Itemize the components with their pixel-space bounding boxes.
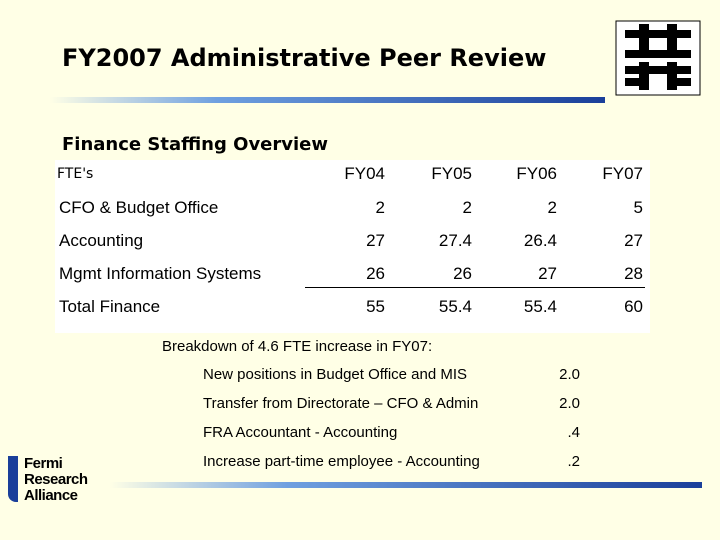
breakdown-label: New positions in Budget Office and MIS: [203, 366, 468, 383]
table-cell: 2: [462, 198, 472, 217]
breakdown-label: FRA Accountant - Accounting: [203, 424, 398, 441]
table-cell: 55.4: [438, 297, 472, 316]
table-cell: 55.4: [523, 297, 557, 316]
breakdown-heading: Breakdown of 4.6 FTE increase in FY07:: [162, 338, 433, 355]
row-label: CFO & Budget Office: [59, 198, 219, 217]
table-cell: 28: [624, 264, 643, 283]
table-cell: 55: [366, 297, 385, 316]
footer-rule: [110, 482, 702, 488]
fermilab-logo: [615, 20, 701, 96]
footer-logo: Fermi Research Alliance: [24, 456, 88, 504]
breakdown-value: 2.0: [559, 395, 580, 412]
table-cell: 26: [453, 264, 472, 283]
table-cell: 27: [538, 264, 557, 283]
column-header: FY07: [602, 164, 643, 183]
footer-logo-text: Research: [24, 471, 88, 488]
breakdown-label: Increase part-time employee - Accounting: [203, 453, 480, 470]
table-cell: 26.4: [523, 231, 557, 250]
table-cell: 2: [547, 198, 557, 217]
table-cell: 26: [366, 264, 385, 283]
footer-logo-text: Alliance: [24, 487, 78, 504]
staffing-table: FTE's FY04 FY05 FY06 FY07 CFO & Budget Office…: [55, 160, 650, 333]
breakdown-value: 2.0: [559, 366, 580, 383]
table-cell: 27: [624, 231, 643, 250]
breakdown-value: .4: [567, 424, 580, 441]
title-rule: [50, 97, 605, 103]
footer-logo-mark: [8, 456, 18, 502]
slide-title: FY2007 Administrative Peer Review: [62, 44, 547, 72]
row-label: Total Finance: [59, 297, 161, 316]
row-label: Accounting: [59, 231, 144, 250]
breakdown-value: .2: [567, 453, 580, 470]
table-cell: 5: [633, 198, 643, 217]
column-header: FY05: [431, 164, 472, 183]
table-cell: 60: [624, 297, 643, 316]
column-header: FTE's: [57, 166, 94, 182]
table-cell: 27: [366, 231, 385, 250]
footer-logo-text: Fermi: [24, 455, 63, 472]
table-cell: 2: [375, 198, 385, 217]
row-label: Mgmt Information Systems: [59, 264, 262, 283]
column-header: FY04: [344, 164, 385, 183]
breakdown-label: Transfer from Directorate – CFO & Admin: [203, 395, 479, 412]
subtitle: Finance Staffing Overview: [62, 134, 329, 155]
table-cell: 27.4: [438, 231, 472, 250]
total-rule: [305, 287, 645, 288]
column-header: FY06: [516, 164, 557, 183]
